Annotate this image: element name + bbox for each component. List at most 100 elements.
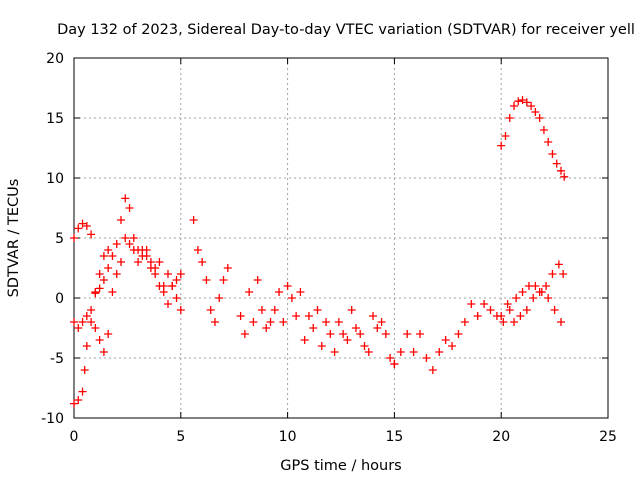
- data-point: [518, 288, 527, 296]
- data-point: [283, 282, 292, 290]
- data-point: [121, 194, 130, 203]
- data-point: [223, 264, 232, 272]
- data-point: [125, 204, 134, 212]
- data-point: [292, 312, 301, 320]
- data-point: [270, 306, 279, 314]
- data-point: [189, 216, 198, 224]
- series-trace-c: [70, 246, 113, 408]
- data-point: [514, 97, 523, 106]
- data-point: [317, 342, 326, 350]
- data-point: [134, 258, 143, 266]
- x-tick-label: 5: [176, 429, 185, 445]
- data-point: [78, 318, 87, 326]
- data-point: [108, 252, 117, 260]
- data-point: [369, 312, 378, 320]
- data-point: [172, 294, 181, 302]
- data-point: [460, 318, 469, 326]
- data-point: [552, 159, 561, 168]
- data-point: [364, 348, 373, 356]
- data-point: [155, 258, 164, 266]
- data-point: [377, 318, 386, 326]
- data-point: [557, 318, 566, 326]
- data-point: [448, 342, 457, 350]
- data-point: [236, 312, 245, 320]
- data-point: [560, 172, 569, 181]
- data-point: [240, 330, 249, 338]
- data-point: [176, 270, 185, 278]
- data-point: [172, 276, 181, 284]
- data-point: [249, 318, 258, 326]
- y-axis-label: SDTVAR / TECUs: [6, 179, 22, 298]
- data-point: [95, 270, 104, 278]
- data-point: [343, 336, 352, 344]
- data-point: [104, 330, 113, 338]
- data-point: [499, 318, 508, 326]
- data-point: [300, 336, 309, 344]
- data-point: [275, 288, 284, 296]
- data-point: [396, 348, 405, 356]
- data-point: [210, 318, 219, 326]
- data-point: [253, 276, 262, 284]
- series-trace-e: [236, 276, 399, 368]
- data-point: [99, 252, 108, 260]
- data-point: [70, 318, 78, 326]
- data-point: [435, 348, 444, 356]
- data-point: [548, 270, 557, 278]
- data-point: [82, 222, 91, 230]
- x-tick-label: 20: [492, 429, 510, 445]
- data-point: [155, 282, 164, 290]
- data-point: [219, 276, 228, 284]
- y-tick-label: 15: [46, 111, 64, 127]
- data-point: [163, 300, 172, 308]
- data-point: [82, 312, 91, 320]
- data-point: [542, 282, 551, 290]
- data-point: [330, 348, 339, 356]
- data-point: [554, 260, 563, 269]
- series-trace-h: [497, 96, 569, 181]
- data-point: [454, 330, 463, 338]
- data-point: [112, 270, 121, 278]
- data-point: [74, 324, 83, 332]
- series-trace-g: [497, 260, 568, 326]
- data-point: [78, 387, 87, 396]
- data-point: [99, 348, 108, 356]
- data-point: [296, 288, 305, 296]
- data-point: [339, 330, 348, 338]
- data-point: [531, 108, 540, 116]
- data-point: [91, 324, 100, 332]
- data-point: [304, 312, 313, 320]
- data-point: [95, 336, 104, 344]
- data-point: [403, 330, 412, 338]
- data-point: [527, 102, 536, 110]
- data-point: [116, 258, 125, 266]
- data-point: [215, 294, 224, 302]
- data-point: [360, 342, 369, 350]
- data-point: [531, 282, 540, 290]
- data-point: [518, 96, 527, 104]
- y-tick-label: -10: [41, 411, 64, 427]
- y-tick-label: -5: [50, 351, 64, 367]
- data-point: [279, 318, 288, 326]
- data-point: [198, 258, 207, 266]
- data-point: [104, 264, 113, 272]
- data-point: [510, 318, 519, 326]
- data-point: [91, 288, 100, 296]
- data-point: [522, 98, 531, 107]
- data-point: [74, 396, 83, 404]
- data-point: [557, 166, 566, 175]
- y-tick-label: 5: [55, 231, 64, 247]
- data-point: [373, 324, 382, 332]
- x-tick-label: 0: [70, 429, 79, 445]
- data-point: [409, 348, 418, 356]
- data-point: [544, 138, 553, 146]
- data-point: [544, 294, 553, 302]
- data-point: [486, 306, 495, 314]
- data-point: [112, 240, 121, 248]
- data-point: [422, 354, 431, 362]
- data-point: [386, 354, 395, 362]
- data-point: [441, 336, 450, 344]
- data-point: [159, 288, 168, 296]
- data-point: [505, 114, 514, 122]
- data-point: [529, 294, 538, 302]
- data-point: [356, 330, 365, 338]
